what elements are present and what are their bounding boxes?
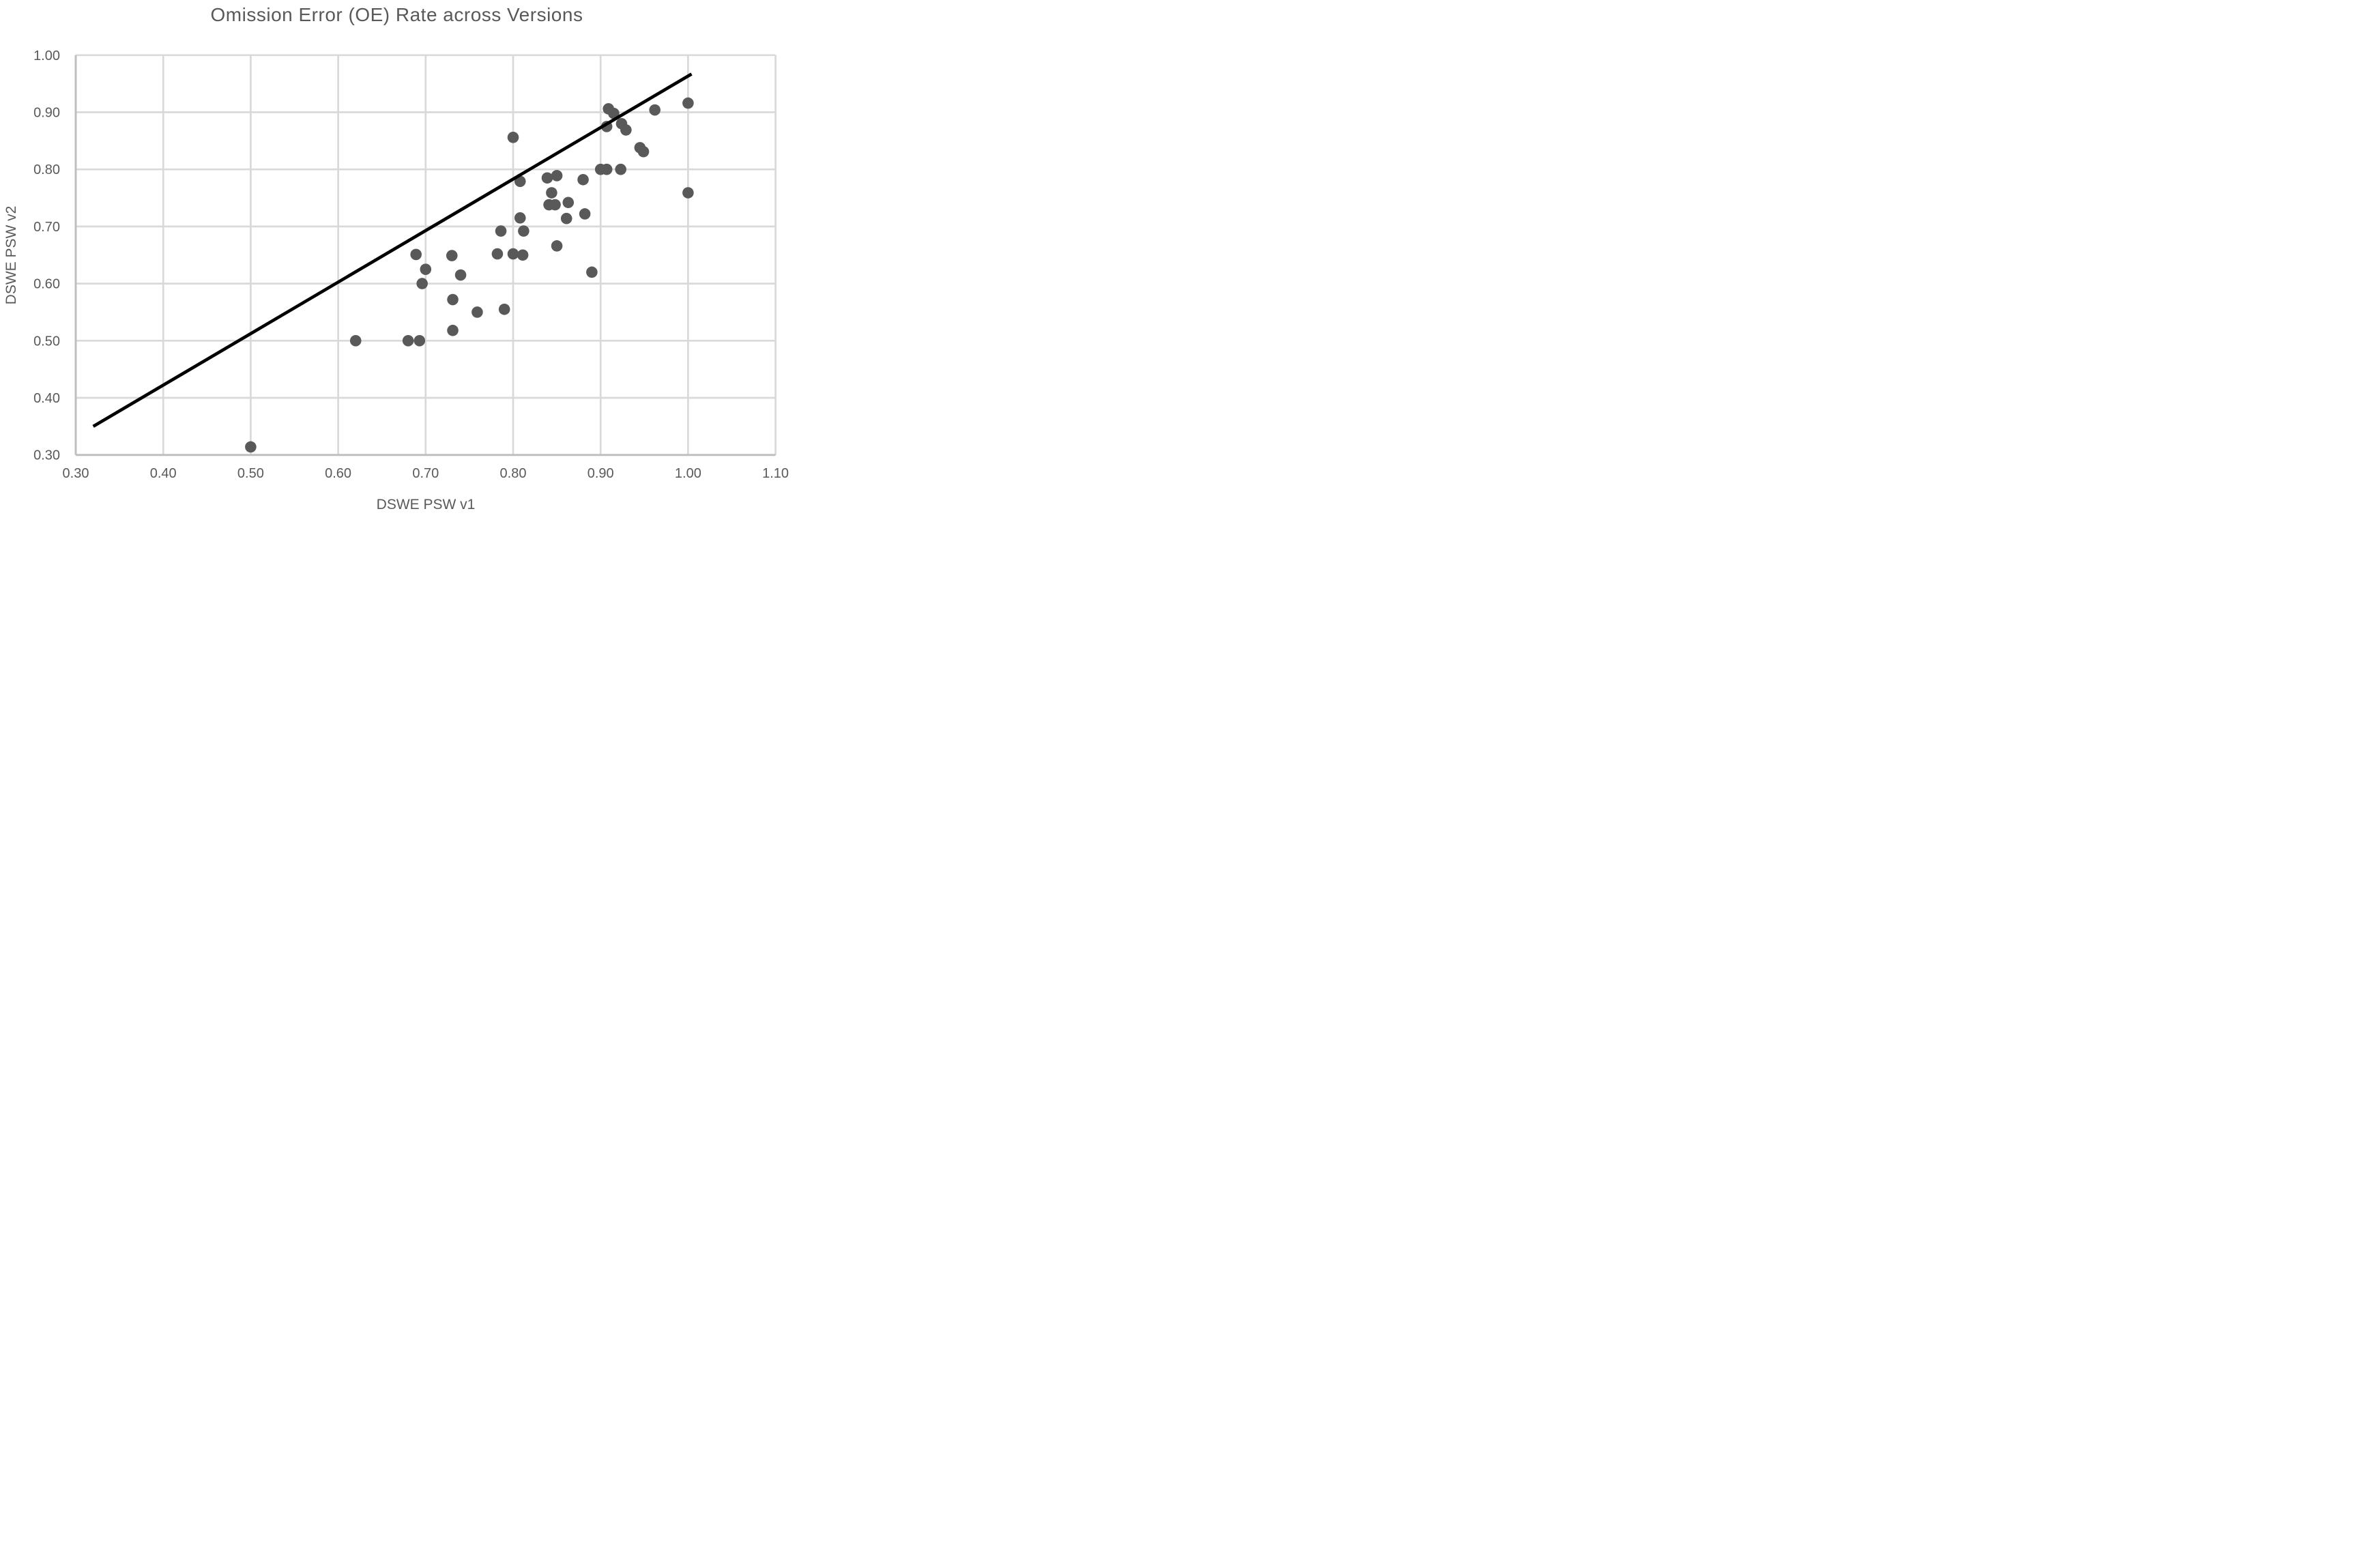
scatter-point [637, 145, 650, 158]
scatter-point [549, 199, 561, 211]
x-tick-label: 0.40 [150, 466, 177, 481]
scatter-point [471, 306, 483, 318]
x-tick-label: 0.30 [63, 466, 89, 481]
plot-area: 0.30 0.40 0.50 0.60 0.70 0.80 0.90 1.00 1.10 0.30… [33, 48, 789, 481]
scatter-point [682, 97, 694, 109]
x-tick-label: 0.90 [587, 466, 614, 481]
y-tick-label: 1.00 [33, 48, 60, 63]
y-tick-label: 0.70 [33, 220, 60, 235]
x-tick-label: 0.70 [412, 466, 439, 481]
y-tick-label: 0.80 [33, 162, 60, 177]
y-tick-label: 0.60 [33, 277, 60, 292]
scatter-point [615, 163, 626, 175]
x-tick-label: 0.50 [237, 466, 264, 481]
scatter-point [507, 248, 519, 260]
scatter-point [349, 335, 362, 347]
scatter-point [620, 124, 632, 136]
scatter-point [577, 173, 589, 186]
scatter-point [682, 187, 694, 199]
scatter-point [514, 175, 526, 188]
scatter-point [416, 278, 428, 289]
scatter-point [410, 248, 422, 261]
scatter-point [551, 170, 563, 182]
scatter-point [420, 263, 432, 275]
scatter-point [560, 212, 572, 224]
y-axis-title: DSWE PSW v2 [3, 205, 19, 305]
x-tick-label: 1.10 [762, 466, 789, 481]
scatter-point [413, 335, 426, 347]
scatter-point [454, 269, 467, 281]
chart-title: Omission Error (OE) Rate across Versions [210, 4, 583, 25]
scatter-point [541, 172, 553, 184]
scatter-point [562, 197, 575, 209]
scatter-point [608, 107, 620, 119]
scatter-point [600, 163, 613, 175]
y-tick-label: 0.90 [33, 106, 60, 121]
scatter-point [517, 249, 529, 261]
y-tick-label: 0.50 [33, 334, 60, 349]
scatter-point [498, 303, 510, 315]
y-tick-label: 0.30 [33, 448, 60, 463]
trend-line [92, 72, 693, 428]
scatter-point [579, 208, 591, 220]
scatter-chart: Omission Error (OE) Rate across Versions… [0, 0, 794, 517]
scatter-point [245, 441, 257, 453]
scatter-point [495, 225, 507, 237]
scatter-point [446, 250, 458, 261]
y-tick-label: 0.40 [33, 391, 60, 406]
scatter-point [491, 248, 504, 260]
scatter-point [514, 212, 526, 224]
scatter-point [551, 240, 563, 252]
x-tick-label: 0.60 [325, 466, 351, 481]
x-tick-label: 1.00 [675, 466, 701, 481]
x-axis-title: DSWE PSW v1 [376, 497, 476, 512]
scatter-point [447, 324, 459, 336]
scatter-point [546, 187, 557, 199]
x-tick-label: 0.80 [500, 466, 527, 481]
scatter-point [649, 104, 661, 116]
scatter-point [507, 132, 519, 143]
scatter-point [518, 225, 529, 237]
scatter-point [586, 266, 598, 278]
scatter-point [402, 335, 414, 347]
scatter-point [447, 293, 459, 306]
